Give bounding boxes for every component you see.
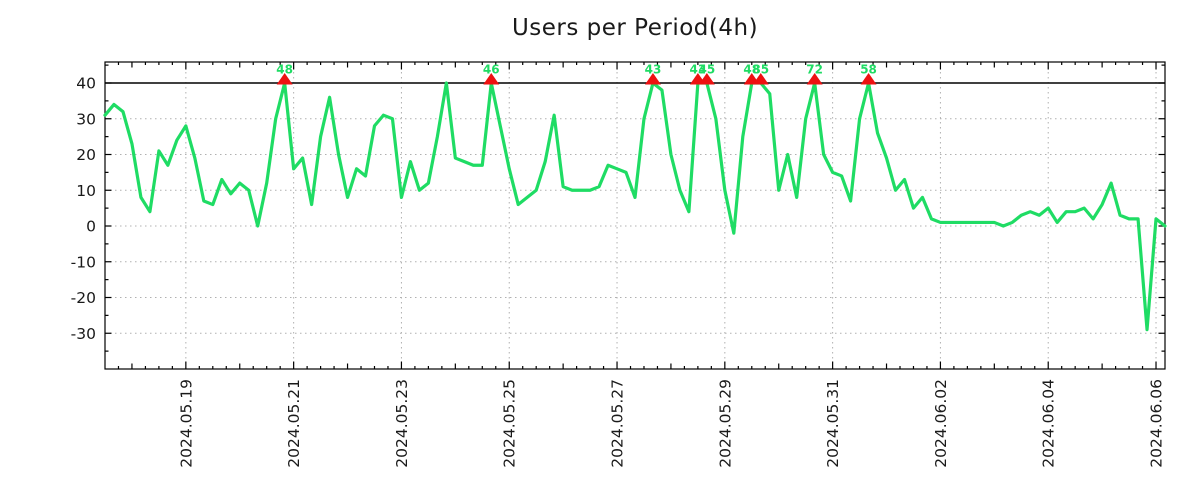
y-tick-label: 30 — [76, 110, 96, 128]
peak-marker-triangle — [276, 73, 293, 85]
peak-value-label: 43 — [690, 63, 707, 77]
x-tick-label: 2024.05.19 — [177, 379, 195, 468]
peak-value-label: 72 — [806, 63, 823, 77]
y-tick-label: 40 — [76, 75, 96, 93]
x-tick-label: 2024.06.04 — [1040, 379, 1058, 468]
x-tick-label: 2024.05.25 — [501, 379, 519, 468]
peak-value-label: 85 — [752, 63, 769, 77]
y-tick-label: -30 — [71, 325, 96, 343]
peak-marker-triangle — [752, 73, 769, 85]
x-tick-label: 2024.05.27 — [609, 379, 627, 468]
x-tick-label: 2024.05.29 — [716, 379, 734, 468]
x-tick-label: 2024.06.02 — [932, 379, 950, 468]
y-tick-label: 0 — [86, 218, 96, 236]
chart-title: Users per Period(4h) — [511, 15, 759, 41]
peak-marker-triangle — [483, 73, 500, 85]
y-tick-label: 10 — [76, 182, 96, 200]
y-tick-label: -10 — [71, 253, 96, 271]
series-line — [103, 81, 1167, 332]
peak-marker-triangle — [806, 73, 823, 85]
peak-value-label: 58 — [860, 63, 877, 77]
x-tick-label: 2024.05.21 — [285, 379, 303, 468]
peak-value-label: 45 — [699, 63, 716, 77]
y-tick-label: 20 — [76, 146, 96, 164]
x-tick-label: 2024.06.06 — [1148, 379, 1166, 468]
plot-frame — [104, 61, 1166, 370]
peak-marker-triangle — [860, 73, 877, 85]
x-tick-label: 2024.05.31 — [824, 379, 842, 468]
y-tick-label: -20 — [71, 289, 96, 307]
peak-value-label: 48 — [743, 63, 760, 77]
peak-value-label: 48 — [276, 63, 293, 77]
peak-value-label: 43 — [645, 63, 662, 77]
x-tick-label: 2024.05.23 — [393, 379, 411, 468]
peak-marker-triangle — [644, 73, 661, 85]
peak-marker-triangle — [698, 73, 715, 85]
peak-value-label: 46 — [483, 63, 500, 77]
